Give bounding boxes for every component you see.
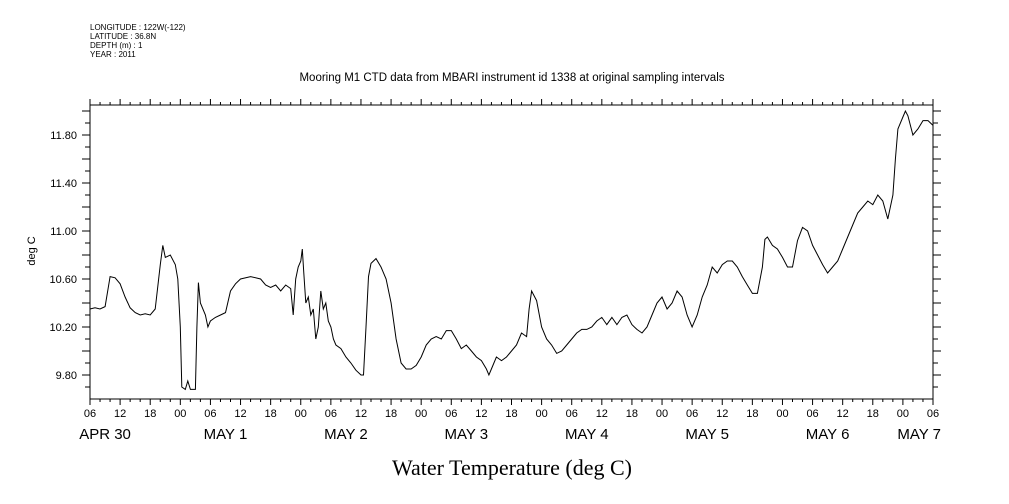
day-label: APR 30	[79, 426, 131, 443]
x-tick-label: 06	[325, 408, 337, 420]
header-info: LONGITUDE : 122W(-122) LATITUDE : 36.8N …	[90, 23, 186, 59]
x-tick-label: 18	[265, 408, 277, 420]
x-tick-label: 18	[144, 408, 156, 420]
x-tick-label: 12	[355, 408, 367, 420]
x-axis-label: Water Temperature (deg C)	[392, 455, 632, 480]
x-tick-label: 06	[806, 408, 818, 420]
x-tick-label: 00	[295, 408, 307, 420]
y-tick-label: 10.20	[49, 322, 77, 334]
y-tick-label: 9.80	[56, 370, 77, 382]
day-label: MAY 2	[324, 426, 368, 443]
x-tick-label: 00	[776, 408, 788, 420]
x-tick-label: 18	[505, 408, 517, 420]
x-tick-label: 12	[234, 408, 246, 420]
x-tick-label: 00	[656, 408, 668, 420]
day-label: MAY 1	[204, 426, 248, 443]
chart-title: Mooring M1 CTD data from MBARI instrumen…	[299, 72, 724, 84]
x-tick-label: 06	[445, 408, 457, 420]
x-tick-label: 18	[626, 408, 638, 420]
header-line-depth: DEPTH (m) : 1	[90, 41, 143, 50]
x-tick-label: 12	[596, 408, 608, 420]
day-label: MAY 5	[685, 426, 729, 443]
header-line-latitude: LATITUDE : 36.8N	[90, 32, 156, 41]
x-tick-label: 00	[415, 408, 427, 420]
x-tick-label: 18	[385, 408, 397, 420]
y-tick-label: 11.80	[50, 130, 77, 142]
x-tick-label: 00	[535, 408, 547, 420]
day-label: MAY 6	[806, 426, 850, 443]
x-tick-label: 18	[867, 408, 879, 420]
y-tick-label: 11.00	[50, 226, 77, 238]
x-tick-label: 06	[927, 408, 939, 420]
x-tick-label: 06	[84, 408, 96, 420]
x-tick-label: 00	[174, 408, 186, 420]
x-tick-labels: 06 12 18 00 06 12 18 00 06 12 18 00 06 12 18 00 06 12 18 00…	[84, 408, 939, 420]
day-labels: APR 30 MAY 1 MAY 2 MAY 3 MAY 4 MAY 5 MAY 6 MAY …	[79, 426, 941, 443]
x-tick-label: 12	[114, 408, 126, 420]
x-tick-label: 12	[475, 408, 487, 420]
y-tick-label: 11.40	[50, 178, 77, 190]
day-label: MAY 7	[897, 426, 941, 443]
x-tick-label: 18	[746, 408, 758, 420]
x-tick-label: 06	[686, 408, 698, 420]
series-line-water-temperature	[89, 109, 934, 391]
axis-ticks	[82, 99, 941, 405]
day-label: MAY 4	[565, 426, 609, 443]
x-tick-label: 00	[897, 408, 909, 420]
x-tick-label: 12	[716, 408, 728, 420]
x-tick-label: 06	[204, 408, 216, 420]
y-tick-label: 10.60	[49, 274, 77, 286]
header-line-year: YEAR : 2011	[90, 50, 136, 59]
header-line-longitude: LONGITUDE : 122W(-122)	[90, 23, 186, 32]
y-tick-labels: 9.80 10.20 10.60 11.00 11.40 11.80	[49, 130, 77, 382]
x-tick-label: 06	[566, 408, 578, 420]
plot-frame	[89, 104, 934, 400]
y-axis-label: deg C	[26, 236, 38, 265]
x-tick-label: 12	[837, 408, 849, 420]
day-label: MAY 3	[445, 426, 489, 443]
